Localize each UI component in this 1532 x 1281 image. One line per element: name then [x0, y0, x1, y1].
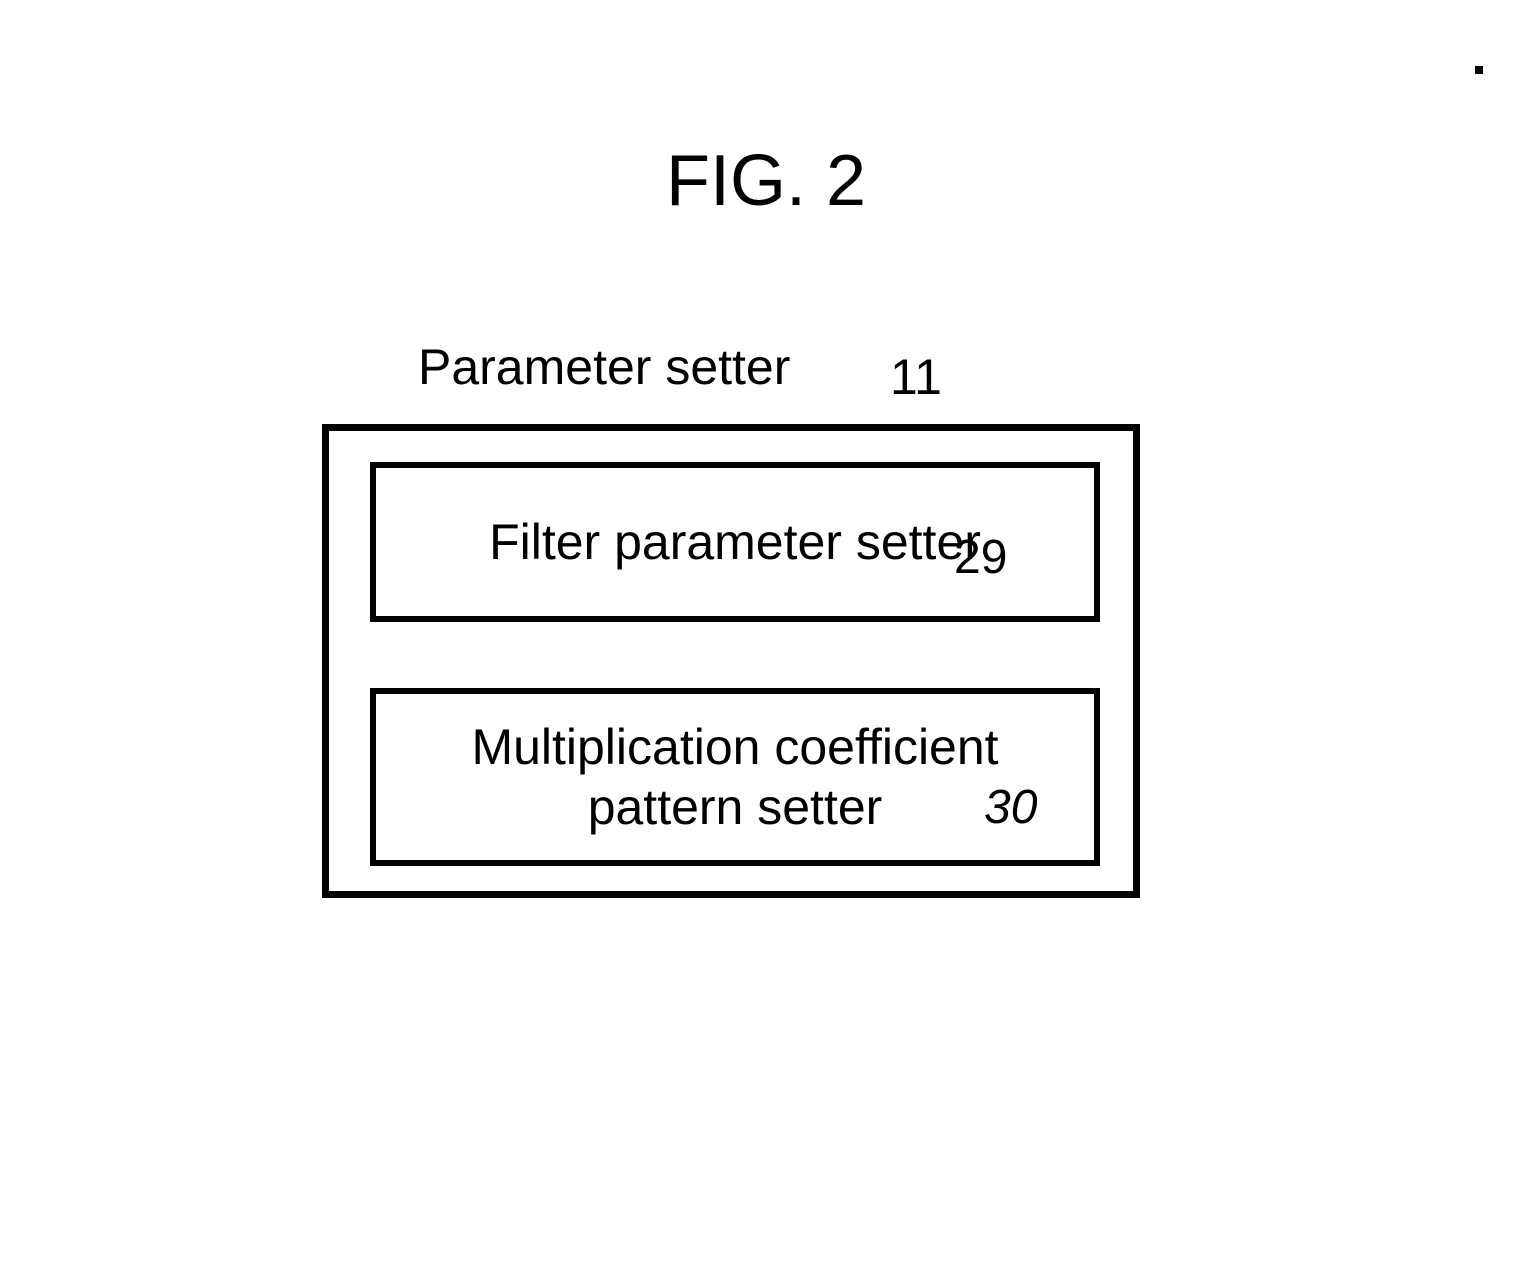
filter-parameter-setter-label: Filter parameter setter	[489, 512, 981, 572]
scan-artifact-dot	[1475, 66, 1483, 74]
multiplication-coefficient-box: Multiplication coefficient pattern sette…	[370, 688, 1100, 866]
parameter-setter-label: Parameter setter	[418, 338, 790, 396]
figure-title: FIG. 2	[0, 140, 1532, 222]
multiplication-coefficient-ref: 30	[984, 780, 1037, 835]
multiplication-coefficient-label-2: pattern setter	[588, 777, 883, 837]
filter-parameter-setter-ref: 29	[954, 530, 1007, 585]
multiplication-coefficient-label-1: Multiplication coefficient	[471, 717, 998, 777]
parameter-setter-ref: 11	[890, 348, 942, 406]
